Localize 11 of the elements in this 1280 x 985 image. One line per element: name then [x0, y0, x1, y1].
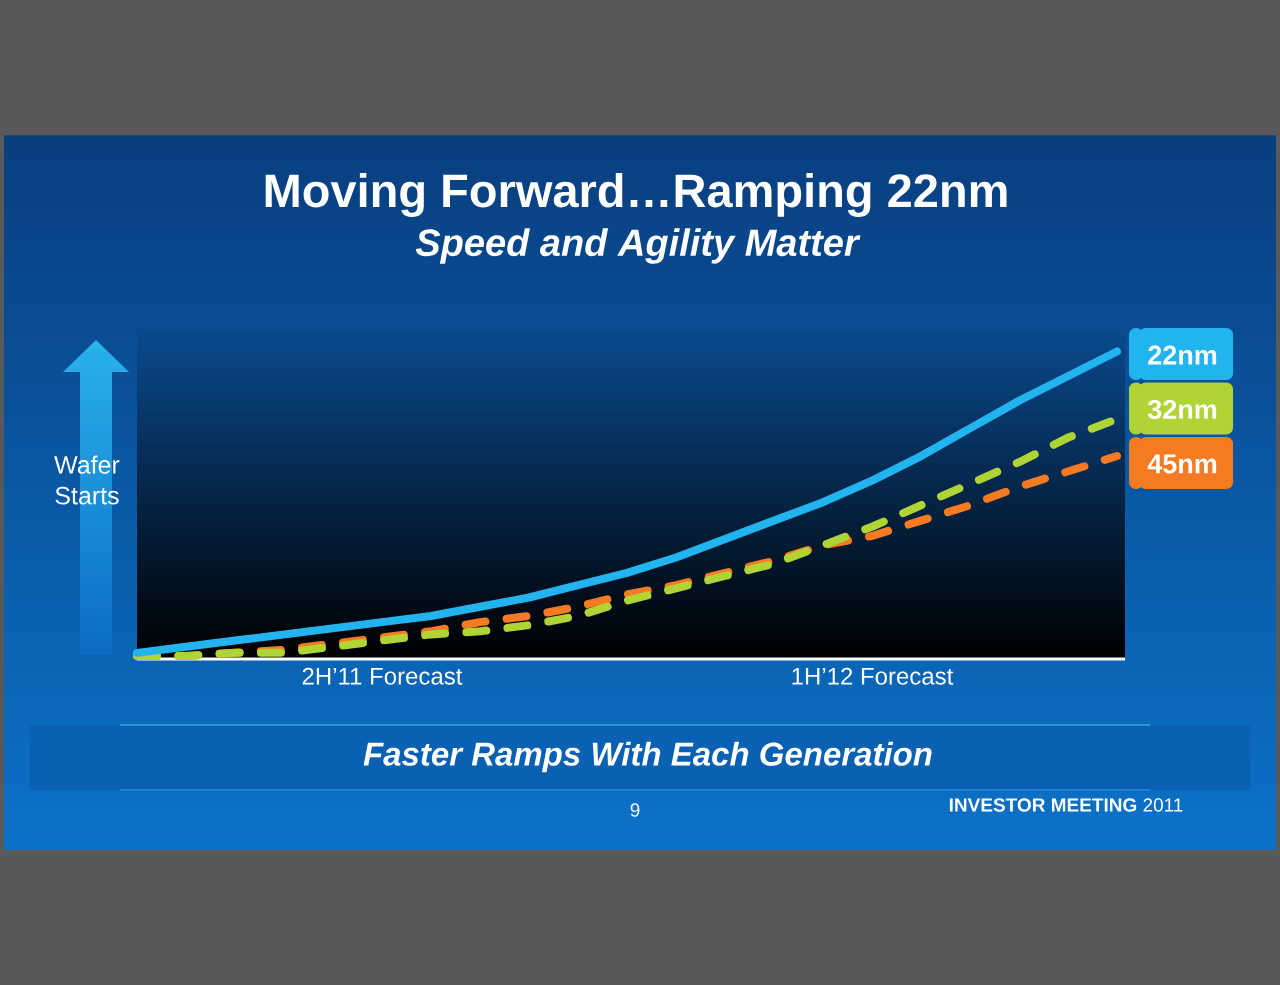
x-tick-label: 1H’12 Forecast [792, 667, 954, 685]
text: Faster Ramps With Each Generation [363, 741, 932, 773]
chart-title: Moving Forward…Ramping 22nm [265, 172, 1007, 217]
x-tick-label: 2H’11 Forecast [302, 667, 463, 685]
text: 9 [630, 803, 640, 817]
text: INVESTOR MEETING 2011 [949, 798, 1183, 812]
legend-label: 22nm [1148, 345, 1217, 365]
legend-label: 32nm [1147, 399, 1217, 420]
y-axis-title: Wafer Starts [54, 455, 120, 505]
chart-subtitle: Speed and Agility Matter [415, 228, 861, 264]
legend-label: 45nm [1147, 454, 1217, 474]
